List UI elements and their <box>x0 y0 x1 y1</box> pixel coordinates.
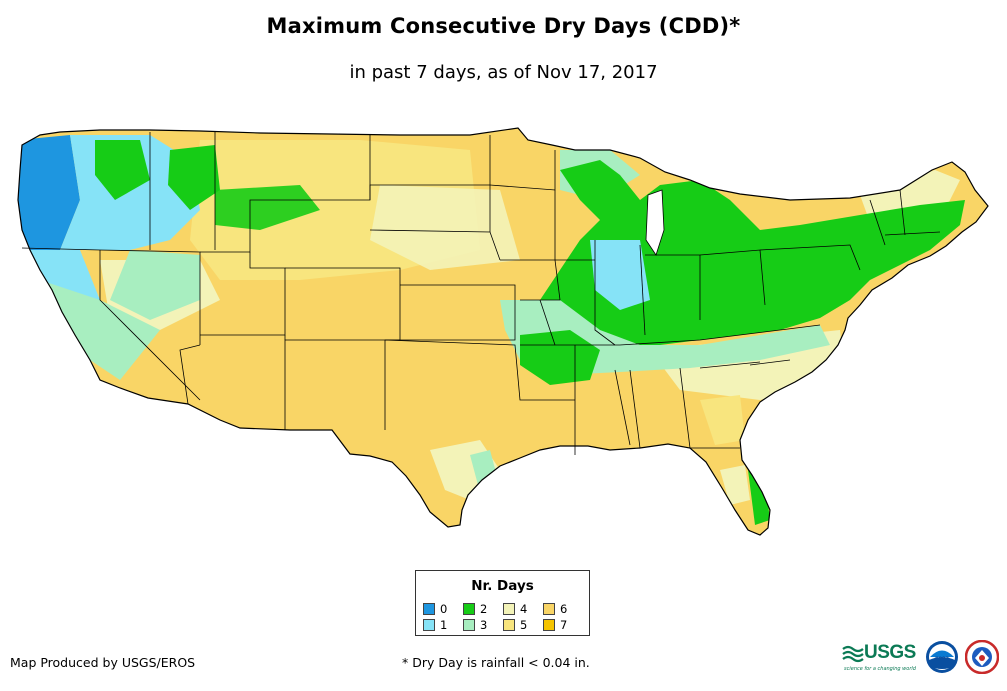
legend-label-7: 7 <box>560 618 568 632</box>
legend-label-3: 3 <box>480 618 488 632</box>
legend-swatch-1 <box>423 619 435 631</box>
map-legend: Nr. Days 0 1 2 3 4 5 6 7 <box>415 570 590 636</box>
legend-item-5: 5 <box>503 617 537 633</box>
nws-logo <box>965 640 999 674</box>
usgs-logo-tagline: science for a changing world <box>844 666 916 672</box>
legend-item-0: 0 <box>423 601 457 617</box>
legend-title: Nr. Days <box>471 578 534 594</box>
legend-label-5: 5 <box>520 618 528 632</box>
credit-produced-by: Map Produced by USGS/EROS <box>10 655 196 670</box>
legend-items: 0 1 2 3 4 5 6 7 <box>423 601 577 633</box>
legend-item-1: 1 <box>423 617 457 633</box>
legend-swatch-3 <box>463 619 475 631</box>
legend-label-2: 2 <box>480 602 488 616</box>
map-subtitle: in past 7 days, as of Nov 17, 2017 <box>349 62 658 83</box>
map-title: Maximum Consecutive Dry Days (CDD)* <box>266 14 741 38</box>
noaa-logo-text: noaa <box>935 656 949 662</box>
legend-item-2: 2 <box>463 601 497 617</box>
legend-item-3: 3 <box>463 617 497 633</box>
legend-label-4: 4 <box>520 602 528 616</box>
footnote-dry-day: * Dry Day is rainfall < 0.04 in. <box>402 655 590 670</box>
legend-label-1: 1 <box>440 618 448 632</box>
state-borders <box>21 131 941 455</box>
legend-swatch-0 <box>423 603 435 615</box>
legend-label-0: 0 <box>440 602 448 616</box>
usgs-logo-text: USGS <box>864 642 916 663</box>
legend-item-7: 7 <box>543 617 577 633</box>
usgs-logo: USGS science for a changing world <box>842 640 918 674</box>
legend-swatch-6 <box>543 603 555 615</box>
legend-swatch-5 <box>503 619 515 631</box>
usgs-wave-icon <box>842 645 864 663</box>
legend-label-6: 6 <box>560 602 568 616</box>
legend-swatch-2 <box>463 603 475 615</box>
agency-logos: USGS science for a changing world noaa <box>842 638 1002 678</box>
legend-item-6: 6 <box>543 601 577 617</box>
noaa-logo: noaa <box>926 641 958 673</box>
legend-item-4: 4 <box>503 601 537 617</box>
legend-swatch-7 <box>543 619 555 631</box>
legend-swatch-4 <box>503 603 515 615</box>
